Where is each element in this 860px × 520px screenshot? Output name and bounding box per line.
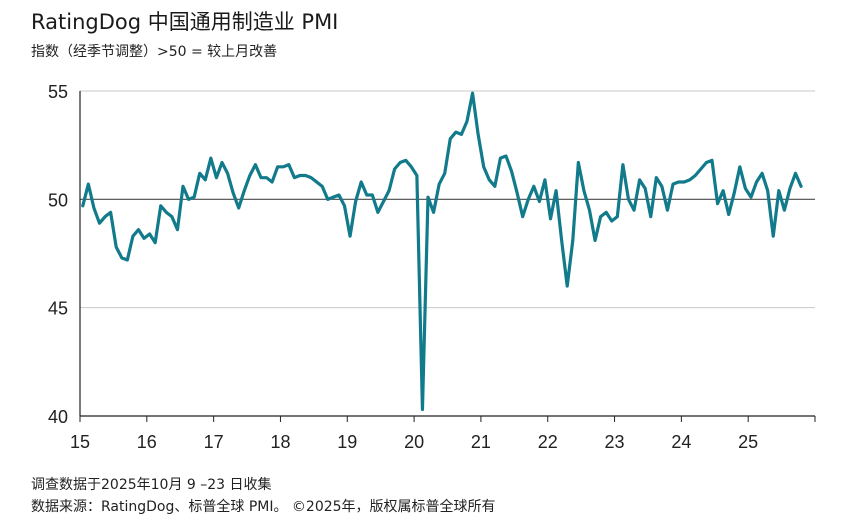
source-note: 数据来源：RatingDog、标普全球 PMI。 ©2025年，版权属标普全球所… bbox=[31, 499, 496, 515]
y-tick-label: 55 bbox=[48, 82, 68, 102]
pmi-series-line bbox=[81, 91, 803, 412]
y-tick-label: 50 bbox=[48, 190, 68, 210]
x-tick-label: 23 bbox=[605, 432, 625, 452]
x-tick-label: 19 bbox=[337, 432, 357, 452]
x-tick-label: 15 bbox=[70, 432, 90, 452]
series-layer bbox=[81, 91, 803, 412]
tick-labels: 40 45 50 55 15 16 17 18 19 20 21 22 23 24 25 bbox=[48, 82, 758, 452]
x-tick-label: 21 bbox=[471, 432, 491, 452]
axes bbox=[79, 91, 816, 422]
x-tick-label: 16 bbox=[137, 432, 157, 452]
y-tick-label: 40 bbox=[48, 407, 68, 427]
x-tick-label: 25 bbox=[738, 432, 758, 452]
chart-subtitle: 指数（经季节调整）>50 = 较上月改善 bbox=[31, 44, 278, 60]
x-tick-label: 24 bbox=[671, 432, 691, 452]
survey-date-note: 调查数据于2025年10月 9 –23 日收集 bbox=[31, 477, 272, 493]
x-tick-label: 22 bbox=[538, 432, 558, 452]
chart-title: RatingDog 中国通用制造业 PMI bbox=[31, 10, 339, 34]
x-tick-label: 20 bbox=[404, 432, 424, 452]
y-tick-label: 45 bbox=[48, 299, 68, 319]
x-tick-label: 18 bbox=[270, 432, 290, 452]
x-tick-label: 17 bbox=[204, 432, 224, 452]
gridlines bbox=[80, 90, 815, 309]
